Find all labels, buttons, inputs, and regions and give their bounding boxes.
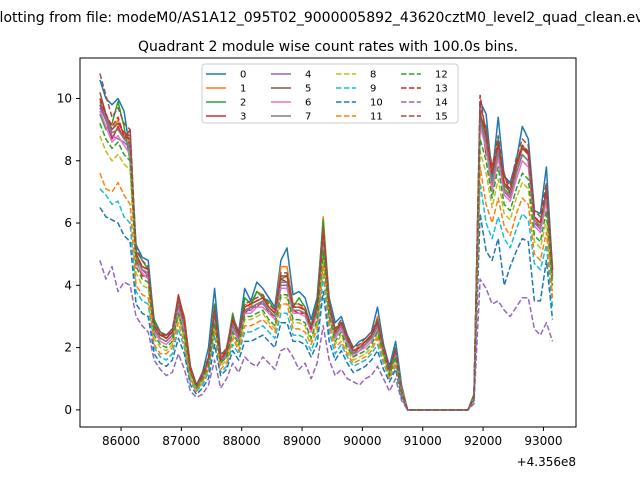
- legend-label-0: 0: [240, 70, 246, 81]
- figure-suptitle: Plotting from file: modeM0/AS1A12_095T02…: [0, 10, 640, 26]
- chart-title: Quadrant 2 module wise count rates with …: [138, 39, 518, 55]
- legend-label-2: 2: [240, 98, 246, 109]
- x-tick-label: 90000: [343, 434, 381, 448]
- legend-label-4: 4: [305, 70, 311, 81]
- axes-frame: [79, 57, 577, 428]
- series-line-7: [99, 101, 554, 411]
- y-tick-label: 2: [64, 341, 72, 355]
- legend-label-5: 5: [305, 84, 311, 95]
- legend-label-11: 11: [370, 112, 383, 123]
- y-tick-label: 6: [64, 216, 72, 230]
- y-tick-label: 10: [57, 91, 72, 105]
- plot-area: 86000 87000 88000 89000 90000 91000 92000 93000…: [57, 57, 577, 469]
- y-axis-ticks: 0 2 4 6 8 10: [57, 91, 80, 417]
- legend-label-14: 14: [435, 98, 448, 109]
- legend-label-12: 12: [435, 70, 448, 81]
- legend-label-15: 15: [435, 112, 448, 123]
- x-tick-label: 89000: [283, 434, 321, 448]
- legend-label-10: 10: [370, 98, 383, 109]
- legend-label-1: 1: [240, 84, 246, 95]
- x-tick-label: 88000: [223, 434, 261, 448]
- legend-label-8: 8: [370, 70, 376, 81]
- y-tick-label: 8: [64, 154, 72, 168]
- x-tick-label: 91000: [404, 434, 442, 448]
- x-tick-label: 86000: [102, 434, 140, 448]
- legend-label-9: 9: [370, 84, 376, 95]
- series-line-10: [99, 207, 554, 411]
- legend-label-6: 6: [305, 98, 311, 109]
- x-axis-offset-label: +4.356e8: [517, 455, 576, 469]
- x-axis-ticks: 86000 87000 88000 89000 90000 91000 92000 93000: [102, 427, 563, 448]
- x-tick-label: 92000: [464, 434, 502, 448]
- y-tick-label: 0: [64, 403, 72, 417]
- series-layer: [99, 73, 554, 411]
- legend-label-7: 7: [305, 112, 311, 123]
- legend-label-13: 13: [435, 84, 448, 95]
- series-line-14: [99, 260, 554, 411]
- x-tick-label: 93000: [524, 434, 562, 448]
- legend-frame: [201, 63, 459, 124]
- y-tick-label: 4: [64, 278, 72, 292]
- x-tick-label: 87000: [162, 434, 200, 448]
- legend-label-3: 3: [240, 112, 246, 123]
